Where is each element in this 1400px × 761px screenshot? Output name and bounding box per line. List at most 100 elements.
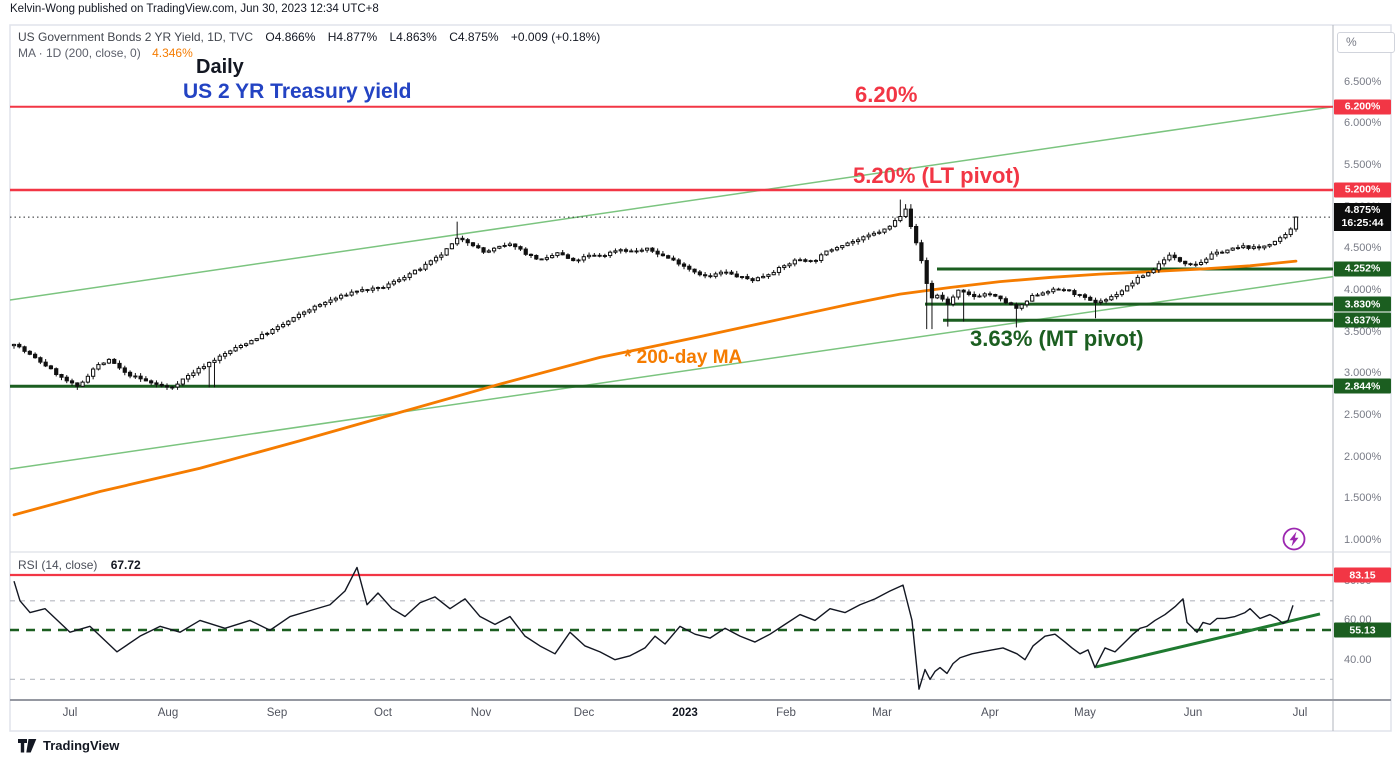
daily-label[interactable]: Daily [196, 56, 244, 78]
candle-body [1162, 259, 1167, 265]
candle-body [1130, 282, 1135, 287]
symbol-legend[interactable]: US Government Bonds 2 YR Yield, 1D, TVC … [18, 30, 600, 44]
candle-body [924, 260, 929, 284]
candle-body [96, 364, 101, 370]
candle-body [149, 380, 154, 384]
candle-body [528, 253, 534, 256]
candle-body [1140, 275, 1146, 278]
candle-body [982, 293, 987, 297]
price-scale-unit-button[interactable]: % [1337, 32, 1395, 53]
mt-pivot-label[interactable]: 3.63% (MT pivot) [970, 326, 1144, 351]
candle-body [196, 367, 201, 374]
candle-body [101, 362, 106, 366]
candle-body [787, 263, 792, 267]
price-tick-2.5: 2.500% [1344, 408, 1382, 421]
time-label-Aug: Aug [157, 707, 179, 719]
price-badge-3.637%: 3.637% [1334, 312, 1391, 328]
candle-body [1183, 260, 1188, 265]
candle-body [940, 294, 945, 300]
candle-body [460, 237, 465, 241]
time-label-Nov: Nov [470, 707, 492, 719]
candle-body [1019, 304, 1024, 309]
candle-body [433, 256, 439, 262]
price-tick-1.5: 1.500% [1344, 492, 1382, 505]
candle-body [634, 250, 639, 253]
ma-200-label[interactable]: * 200-day MA [624, 347, 743, 368]
rsi-legend-label: RSI (14, close) [18, 558, 98, 572]
price-badge-3.830%: 3.830% [1334, 296, 1391, 312]
candle-body [1262, 245, 1267, 249]
candle-body [755, 277, 760, 282]
candle-body [1198, 261, 1204, 265]
candle-body [1098, 300, 1103, 303]
candle-body [834, 247, 840, 251]
candle-body [1088, 296, 1093, 301]
time-label-2023: 2023 [672, 707, 698, 719]
candle-body [666, 255, 671, 259]
price-tick-3.5: 3.500% [1344, 325, 1382, 338]
candle-body [919, 242, 924, 262]
candle-body [1230, 247, 1235, 251]
channel-upper-trendline[interactable] [10, 105, 1333, 301]
price-tick-4.5: 4.500% [1344, 242, 1382, 255]
lightning-button[interactable] [1282, 527, 1306, 551]
level-520-label[interactable]: 5.20% (LT pivot) [853, 163, 1021, 188]
candle-body [644, 247, 650, 251]
candle-body [138, 375, 143, 380]
candle-body [1114, 294, 1119, 298]
candle-body [1167, 254, 1172, 261]
candle-body [133, 375, 138, 378]
candle-body [312, 305, 317, 311]
candle-body [402, 276, 407, 281]
candle-body [929, 282, 935, 299]
candle-body [639, 249, 644, 252]
candle-body [829, 249, 834, 252]
candle-body [692, 268, 697, 273]
rsi-pane[interactable] [10, 566, 1333, 690]
candle-body [866, 234, 871, 238]
candle-body [1067, 289, 1072, 292]
candle-body [154, 382, 159, 385]
candle-body [228, 350, 233, 355]
candle-body [850, 241, 855, 244]
candle-body [48, 365, 54, 370]
rsi-legend[interactable]: RSI (14, close) 67.72 [18, 558, 141, 572]
candle-body [328, 299, 333, 303]
ma-200-line[interactable] [12, 259, 1298, 517]
price-badge-6.200%: 6.200% [1334, 99, 1391, 115]
candle-body [1193, 263, 1198, 266]
time-label-Mar: Mar [872, 707, 892, 719]
candle-body [534, 254, 539, 260]
price-badge-4.252%: 4.252% [1334, 261, 1391, 277]
candle-body [11, 343, 17, 347]
channel-lower-trendline[interactable] [10, 275, 1333, 470]
candle-body [792, 259, 797, 265]
chart-title[interactable]: US 2 YR Treasury yield [183, 80, 412, 103]
candle-body [33, 353, 38, 359]
main-pane[interactable] [10, 105, 1333, 517]
tradingview-footer[interactable]: TradingView [18, 738, 119, 753]
candle-body [481, 247, 486, 253]
candle-body [956, 289, 961, 298]
candle-body [1035, 294, 1040, 297]
candle-body [265, 332, 270, 335]
candle-body [254, 338, 259, 342]
candle-body [935, 294, 940, 299]
candle-body [91, 368, 96, 377]
candle-body [439, 254, 444, 258]
rsi-line[interactable] [13, 566, 1294, 690]
candle-body [407, 273, 412, 278]
candle-body [428, 260, 433, 265]
candle-body [54, 368, 59, 376]
level-620-label[interactable]: 6.20% [855, 82, 918, 107]
ma-legend[interactable]: MA · 1D (200, close, 0) 4.346% [18, 46, 193, 60]
candle-body [333, 297, 338, 301]
candle-body [871, 232, 877, 236]
candle-body [776, 267, 782, 273]
candle-body [650, 247, 655, 252]
candle-body [222, 353, 228, 357]
price-tick-4: 4.000% [1344, 283, 1382, 296]
candle-body [238, 344, 243, 348]
